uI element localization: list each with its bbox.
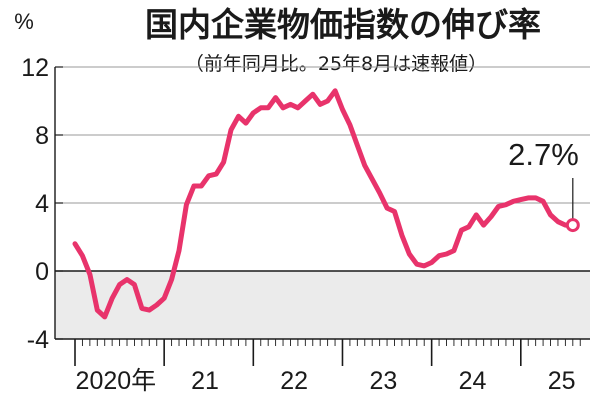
data-line <box>72 88 576 320</box>
chart-title: 国内企業物価指数の伸び率 <box>145 5 541 44</box>
last-point-marker <box>565 218 580 233</box>
y-tick-label: 8 <box>35 122 49 150</box>
x-year-label: 22 <box>280 367 308 395</box>
x-year-label: 21 <box>191 367 219 395</box>
x-year-label: 2020年 <box>76 367 157 395</box>
highlight: 2.7% <box>508 137 580 233</box>
y-tick-label: 0 <box>35 258 49 286</box>
last-value-label: 2.7% <box>508 137 579 172</box>
y-tick-label: 12 <box>21 54 49 82</box>
negative-region <box>55 271 590 339</box>
chart-subtitle: （前年同月比。25年8月は速報値） <box>185 53 487 75</box>
y-axis-unit: % <box>14 9 34 34</box>
x-year-label: 25 <box>548 367 576 395</box>
y-axis: 12 8 4 0 -4 <box>21 54 63 354</box>
y-tick-label: 4 <box>35 190 49 218</box>
x-year-label: 24 <box>459 367 487 395</box>
x-axis: 2020年 21 22 23 24 25 <box>55 338 590 395</box>
series-line <box>72 88 576 320</box>
negative-shading <box>55 271 590 339</box>
x-year-label: 23 <box>369 367 397 395</box>
gridlines <box>55 66 590 272</box>
y-tick-label: -4 <box>27 326 49 354</box>
